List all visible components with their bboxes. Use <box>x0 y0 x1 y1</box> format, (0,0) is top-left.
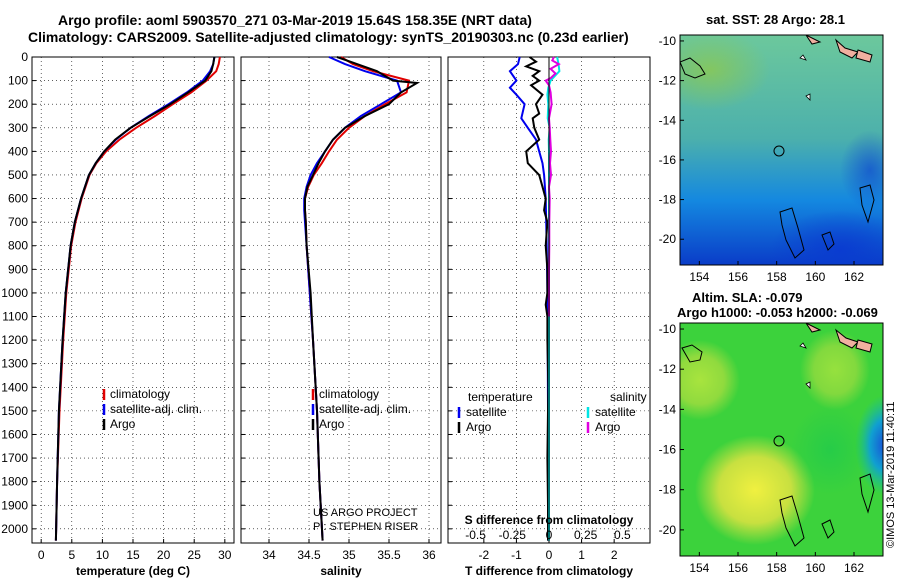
depth-tick-label: 1400 <box>1 380 28 394</box>
depth-tick-label: 1200 <box>1 333 28 347</box>
map-y-tick-label: -18 <box>659 483 677 497</box>
map-x-tick-label: 160 <box>805 270 825 284</box>
x2-tick-label: -0.25 <box>499 528 527 542</box>
x-tick-label: 35 <box>342 548 356 562</box>
depth-tick-label: 1300 <box>1 357 28 371</box>
x2-tick-label: 0 <box>546 528 553 542</box>
x-tick-label: 10 <box>96 548 110 562</box>
map-x-tick-label: 162 <box>844 561 864 575</box>
legend-label: Argo <box>595 420 621 434</box>
depth-tick-label: 1800 <box>1 475 28 489</box>
map-y-tick-label: -14 <box>659 113 677 127</box>
map-y-tick-label: -14 <box>659 402 677 416</box>
map-y-tick-label: -20 <box>659 232 677 246</box>
map-y-tick-label: -12 <box>659 362 677 376</box>
credit-label: ©IMOS 13-Mar-2019 11:40:11 <box>885 402 897 549</box>
title-line-1: Argo profile: aoml 5903570_271 03-Mar-20… <box>58 12 532 28</box>
depth-tick-label: 600 <box>8 192 28 206</box>
sla-map <box>679 322 884 557</box>
x-tick-label: 2 <box>611 548 618 562</box>
x2-tick-label: 0.25 <box>574 528 598 542</box>
x-axis-label: temperature (deg C) <box>76 564 190 578</box>
depth-tick-label: 800 <box>8 239 28 253</box>
x2-axis-label: S difference from climatology <box>465 513 634 527</box>
map-x-tick-label: 156 <box>728 561 748 575</box>
depth-tick-label: 1000 <box>1 286 28 300</box>
depth-tick-label: 1600 <box>1 427 28 441</box>
legend-label: satellite-adj. clim. <box>110 402 202 416</box>
legend-label: Argo <box>319 417 345 431</box>
x-tick-label: 0 <box>546 548 553 562</box>
sla-map-title-2: Argo h1000: -0.053 h2000: -0.069 <box>677 305 878 320</box>
project-label-2: PI: STEPHEN RISER <box>313 521 418 533</box>
depth-tick-label: 0 <box>21 50 28 64</box>
map-x-tick-label: 162 <box>844 270 864 284</box>
map-x-tick-label: 156 <box>728 270 748 284</box>
map-y-tick-label: -10 <box>659 322 677 336</box>
salinity-panel: 34 34.5 35 35.5 36 salinity climatologysatelli… <box>240 56 442 578</box>
map-x-tick-label: 158 <box>767 270 787 284</box>
depth-tick-label: 100 <box>8 74 28 88</box>
x-tick-label: 5 <box>68 548 75 562</box>
title-line-2: Climatology: CARS2009. Satellite-adjuste… <box>28 29 629 45</box>
x-tick-label: -1 <box>511 548 522 562</box>
plot-frame <box>240 56 442 544</box>
x-tick-label: 30 <box>218 548 232 562</box>
x-tick-label: 0 <box>38 548 45 562</box>
map-y-tick-label: -10 <box>659 34 677 48</box>
map-x-tick-label: 160 <box>805 561 825 575</box>
sst-map <box>679 34 884 266</box>
x-tick-label: 20 <box>157 548 171 562</box>
x-tick-label: -2 <box>479 548 490 562</box>
legend-label: satellite <box>595 405 636 419</box>
series-line-argo <box>54 56 216 541</box>
legend-label: satellite-adj. clim. <box>319 402 411 416</box>
x2-tick-label: -0.5 <box>465 528 486 542</box>
x-axis-label: salinity <box>320 564 362 578</box>
series-line-argo <box>304 56 421 541</box>
map-x-tick-label: 154 <box>689 561 709 575</box>
depth-tick-label: 900 <box>8 262 28 276</box>
map-y-tick-label: -12 <box>659 74 677 88</box>
depth-tick-label: 1500 <box>1 404 28 418</box>
difference-panel: -2 -1 0 1 2 T difference from climatology S di… <box>447 56 651 578</box>
map-y-tick-label: -20 <box>659 523 677 537</box>
legend-label: Argo <box>110 417 136 431</box>
depth-tick-label: 1100 <box>2 310 28 324</box>
x-tick-label: 36 <box>422 548 436 562</box>
x-tick-label: 1 <box>578 548 585 562</box>
map-y-tick-label: -18 <box>659 193 677 207</box>
sla-map-title-1: Altim. SLA: -0.079 <box>692 290 803 305</box>
map-x-tick-label: 158 <box>767 561 787 575</box>
legend-label: satellite <box>466 405 507 419</box>
depth-tick-label: 2000 <box>1 522 28 536</box>
depth-tick-label: 200 <box>8 97 28 111</box>
legend-label: Argo <box>466 420 492 434</box>
x2-tick-label: 0.5 <box>614 528 631 542</box>
legend-label: climatology <box>319 387 379 401</box>
legend-label: climatology <box>110 387 170 401</box>
x-axis-label: T difference from climatology <box>465 564 633 578</box>
x-tick-label: 15 <box>126 548 140 562</box>
depth-tick-label: 500 <box>8 168 28 182</box>
legend-header-salinity: salinity <box>610 390 647 404</box>
x-tick-label: 34 <box>262 548 276 562</box>
depth-tick-label: 1700 <box>1 451 28 465</box>
depth-tick-label: 400 <box>8 144 28 158</box>
series-line-t-argo <box>523 56 550 541</box>
map-x-tick-label: 154 <box>689 270 709 284</box>
depth-tick-label: 700 <box>8 215 28 229</box>
temperature-panel: 0 5 10 15 20 25 30 temperature (deg C) climatolo… <box>31 56 235 578</box>
depth-tick-label: 1900 <box>1 498 28 512</box>
map-y-tick-label: -16 <box>659 153 677 167</box>
x-tick-label: 35.5 <box>377 548 401 562</box>
x-tick-label: 25 <box>188 548 202 562</box>
x-tick-label: 34.5 <box>297 548 321 562</box>
project-label-1: US ARGO PROJECT <box>313 507 418 519</box>
sst-map-title: sat. SST: 28 Argo: 28.1 <box>706 12 845 27</box>
depth-tick-label: 300 <box>8 121 28 135</box>
map-y-tick-label: -16 <box>659 443 677 457</box>
legend-header-temperature: temperature <box>468 390 533 404</box>
